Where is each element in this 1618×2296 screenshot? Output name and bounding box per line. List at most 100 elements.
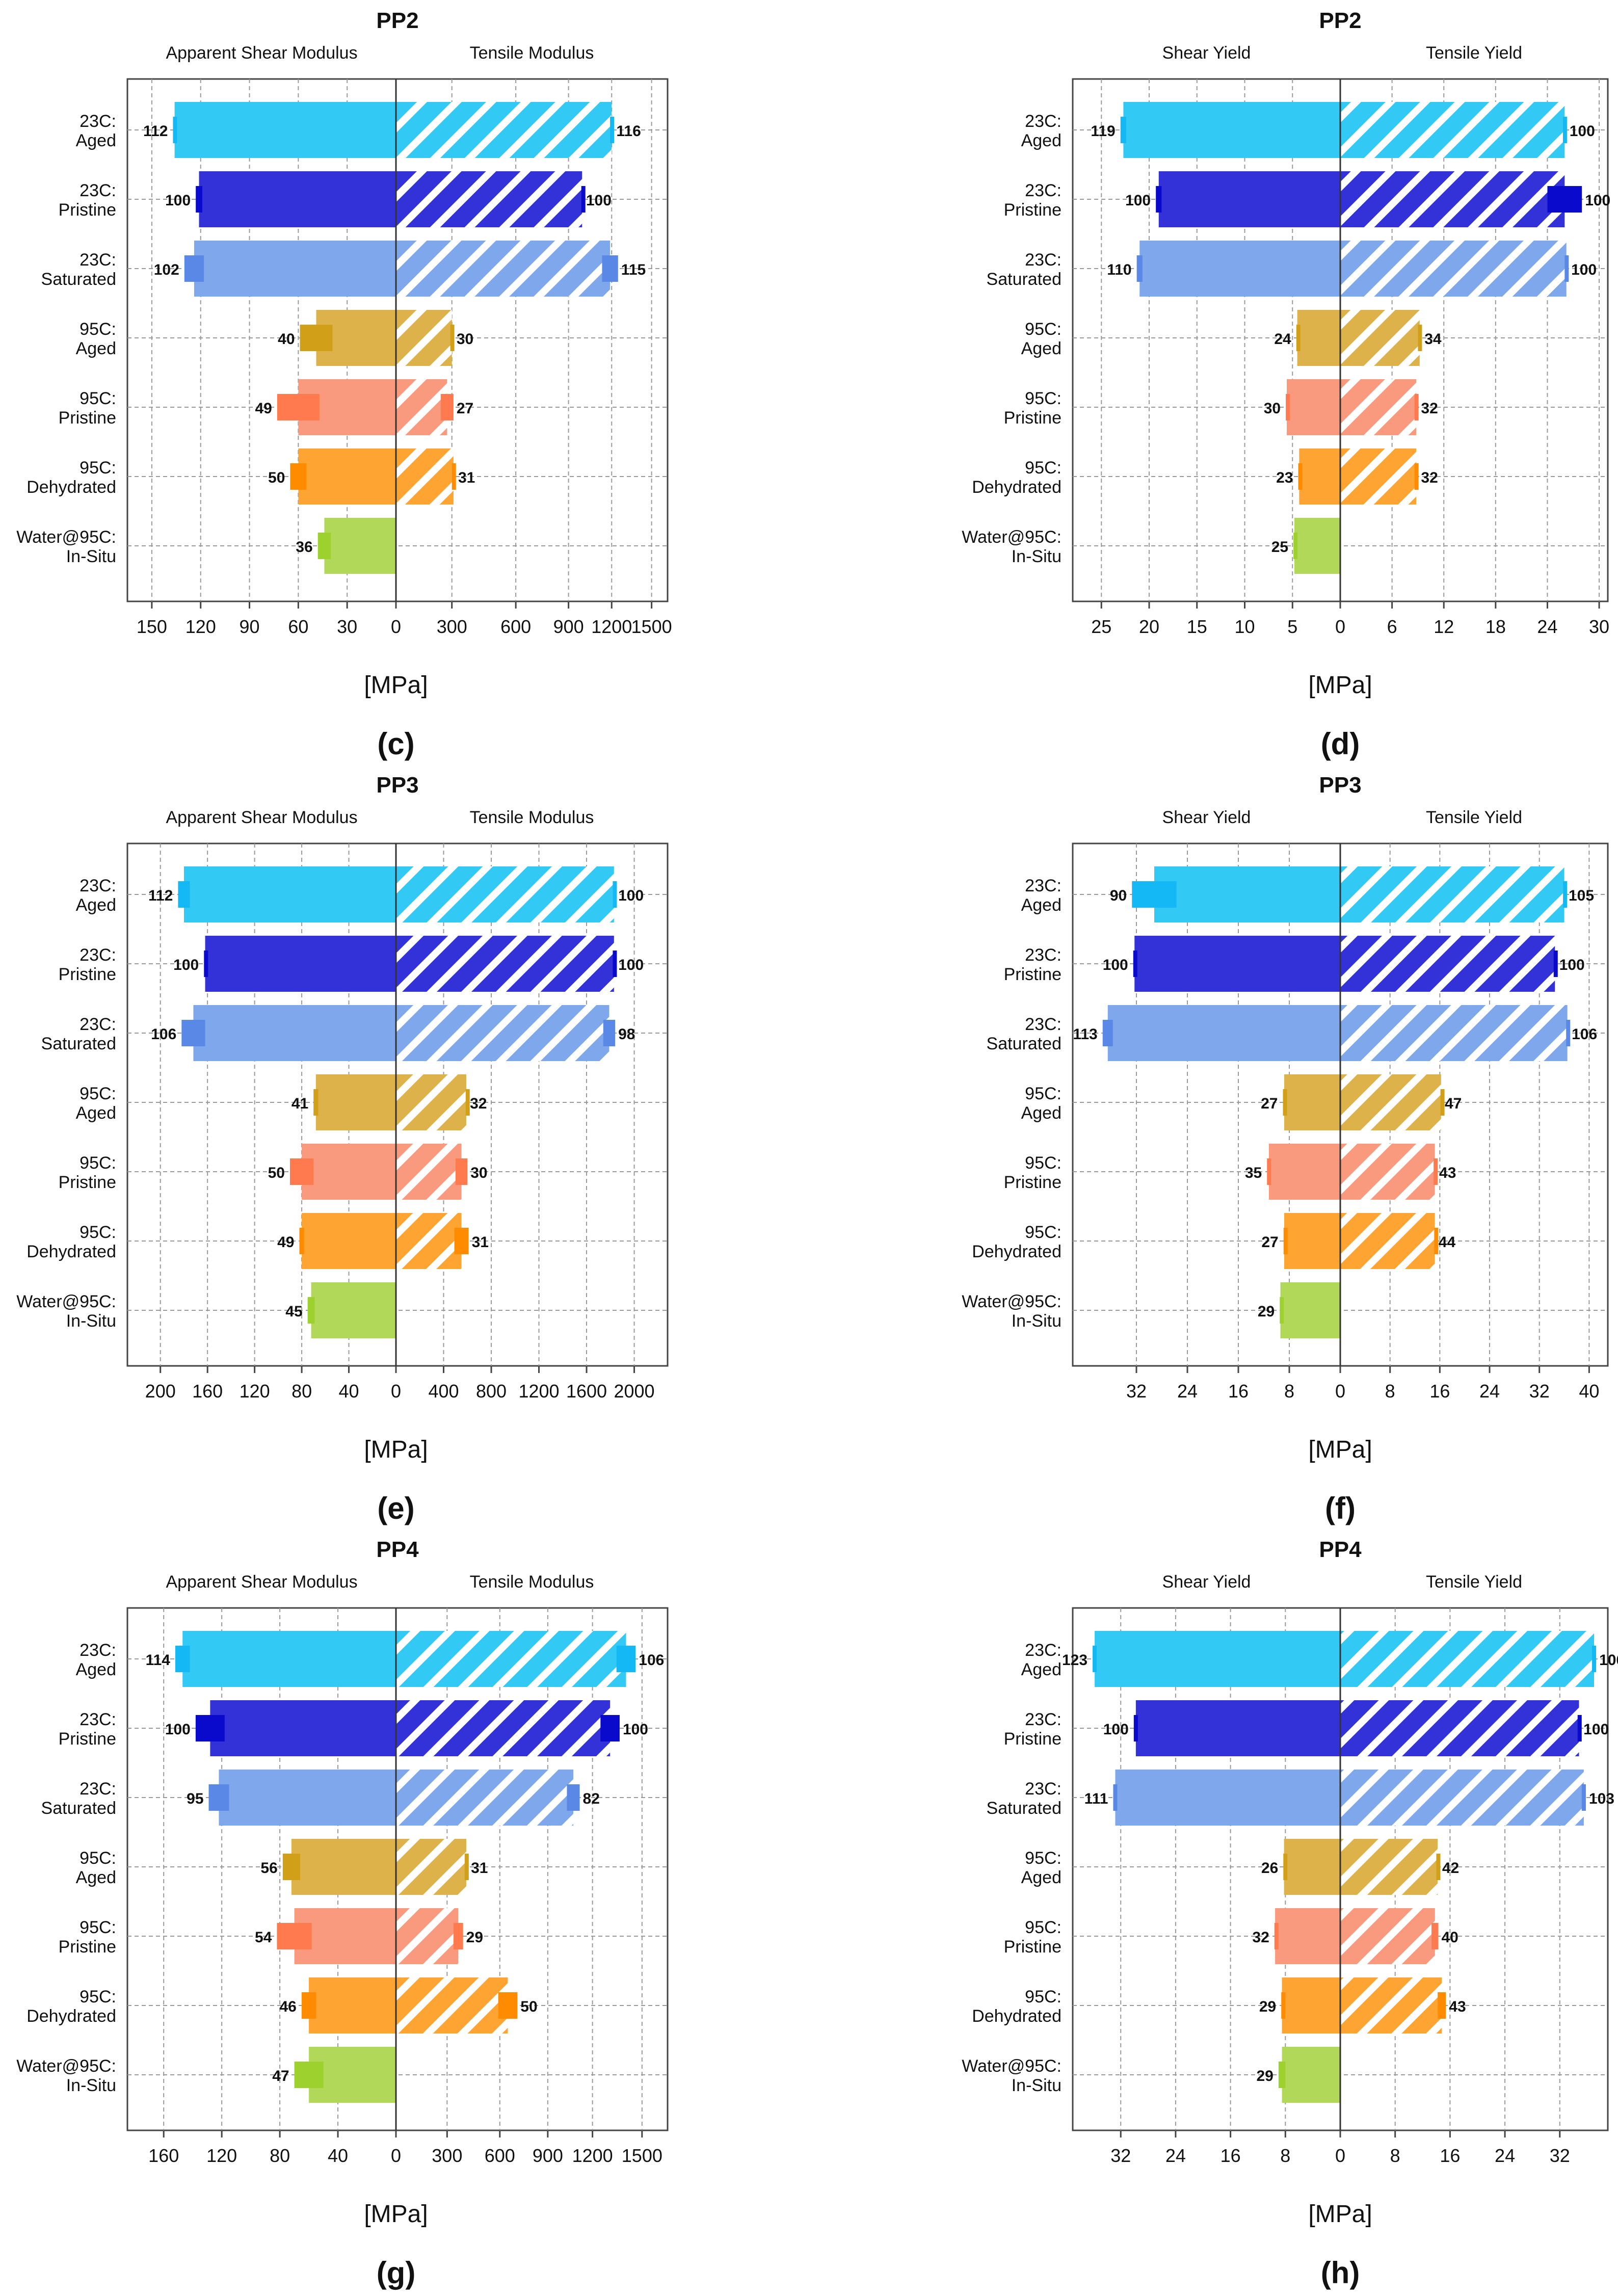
bar-left-95c-dehydrated xyxy=(309,1977,396,2034)
left-series-label: Shear Yield xyxy=(1162,808,1251,827)
category-label: 23C: xyxy=(79,1015,116,1034)
bar-left-23c-aged xyxy=(1123,102,1340,158)
error-bar xyxy=(453,1923,463,1949)
bar-right-95c-pristine xyxy=(396,1144,462,1200)
bar-left-23c-saturated xyxy=(1115,1770,1340,1826)
category-label: 95C: xyxy=(1025,458,1062,478)
bar-right-95c-pristine xyxy=(1340,1144,1435,1200)
x-tick-label: 8 xyxy=(1385,1381,1395,1402)
x-tick-label: 1500 xyxy=(631,616,672,637)
data-label: 105 xyxy=(1569,887,1594,904)
data-label: 46 xyxy=(279,1998,296,2015)
left-series-label: Apparent Shear Modulus xyxy=(166,808,357,827)
bar-left-23c-saturated xyxy=(193,1005,396,1061)
error-bar xyxy=(1136,255,1143,282)
x-tick-label: 0 xyxy=(1335,616,1345,637)
x-tick-label: 24 xyxy=(1537,616,1557,637)
bar-right-95c-aged xyxy=(396,1839,466,1895)
bar-right-95c-dehydrated xyxy=(1340,448,1417,505)
panel-d: PP2 Shear Yield Tensile Yield 25 20 15 10 5 0 6 12… xyxy=(962,8,1610,761)
bar-left-95c-dehydrated xyxy=(1282,1977,1340,2034)
error-bar xyxy=(1553,951,1558,977)
data-label: 111 xyxy=(1084,1790,1108,1807)
data-label: 35 xyxy=(1245,1165,1262,1181)
right-series-label: Tensile Modulus xyxy=(470,1572,594,1592)
error-bar xyxy=(1113,1784,1118,1811)
category-label: Aged xyxy=(76,339,116,358)
data-label: 26 xyxy=(1261,1860,1278,1877)
x-tick-label: 20 xyxy=(1139,616,1159,637)
panel-letter: (d) xyxy=(1321,727,1360,761)
x-tick-label: 40 xyxy=(328,2145,348,2166)
chart-title: PP4 xyxy=(376,1537,419,1562)
bar-left-23c-aged xyxy=(1095,1631,1340,1687)
bar-right-23c-saturated xyxy=(396,1005,609,1061)
x-tick-label: 6 xyxy=(1387,616,1397,637)
error-bar xyxy=(1418,325,1422,351)
category-label: 23C: xyxy=(1025,250,1062,270)
category-label: Saturated xyxy=(41,1034,116,1053)
error-bar xyxy=(1434,1228,1439,1254)
error-bar xyxy=(616,1646,636,1672)
error-bar xyxy=(277,1923,312,1949)
data-label: 50 xyxy=(520,1998,537,2015)
error-bar xyxy=(1438,1992,1446,2019)
x-tick-label: 10 xyxy=(1234,616,1255,637)
bar-left-95c-dehydrated xyxy=(1284,1213,1340,1269)
error-bar xyxy=(567,1784,580,1811)
data-label: 112 xyxy=(148,887,173,904)
panel-f: PP3 Shear Yield Tensile Yield 32 24 16 8 0 8 16 24… xyxy=(962,773,1609,1525)
category-label: Pristine xyxy=(1004,1937,1062,1957)
x-tick-label: 120 xyxy=(206,2145,237,2166)
category-label: 23C: xyxy=(79,250,116,270)
data-label: 34 xyxy=(1424,331,1442,348)
data-label: 41 xyxy=(291,1095,308,1112)
bar-right-95c-aged xyxy=(1340,310,1420,366)
category-label: In-Situ xyxy=(66,2076,116,2095)
error-bar xyxy=(1133,951,1137,977)
category-label: Dehydrated xyxy=(972,2007,1062,2026)
data-label: 49 xyxy=(277,1234,294,1251)
bar-left-23c-saturated xyxy=(1107,1005,1340,1061)
data-label: 49 xyxy=(255,400,272,417)
error-bar xyxy=(1274,1923,1279,1949)
data-label: 30 xyxy=(1264,400,1281,417)
error-bar xyxy=(1278,2062,1286,2088)
error-bar xyxy=(317,533,331,559)
panel-letter: (g) xyxy=(377,2256,416,2290)
panel-g: PP4 Apparent Shear Modulus Tensile Modulus… xyxy=(16,1537,669,2290)
x-axis-unit: [MPa] xyxy=(364,672,428,699)
x-tick-label: 18 xyxy=(1486,616,1506,637)
x-tick-label: 0 xyxy=(1335,2145,1345,2166)
data-label: 100 xyxy=(618,887,644,904)
error-bar xyxy=(307,1297,315,1324)
category-label: 95C: xyxy=(1025,320,1062,339)
error-bar xyxy=(1436,1854,1441,1880)
data-label: 27 xyxy=(1261,1095,1278,1112)
category-label: 95C: xyxy=(1025,1918,1062,1937)
x-tick-label: 600 xyxy=(500,616,531,637)
bar-right-95c-pristine xyxy=(1340,1908,1435,1964)
x-tick-label: 900 xyxy=(533,2145,563,2166)
category-label: 23C: xyxy=(1025,1710,1062,1729)
data-label: 40 xyxy=(1442,1929,1458,1946)
error-bar xyxy=(1564,255,1569,282)
error-bar xyxy=(290,463,307,490)
x-tick-label: 2000 xyxy=(614,1381,654,1402)
bar-left-23c-pristine xyxy=(199,171,396,227)
bar-right-95c-aged xyxy=(1340,1839,1438,1895)
error-bar xyxy=(1293,533,1298,559)
data-label: 43 xyxy=(1439,1165,1456,1181)
data-label: 90 xyxy=(1110,887,1127,904)
category-label: In-Situ xyxy=(66,547,116,566)
data-label: 25 xyxy=(1271,539,1288,556)
error-bar xyxy=(600,1715,620,1741)
error-bar xyxy=(1414,463,1419,490)
category-label: Saturated xyxy=(41,270,116,289)
category-label: 23C: xyxy=(79,1710,116,1729)
x-tick-label: 40 xyxy=(339,1381,359,1402)
chart-title: PP4 xyxy=(1319,1537,1362,1562)
error-bar xyxy=(1156,186,1162,213)
category-label: Pristine xyxy=(1004,200,1062,220)
x-tick-label: 120 xyxy=(240,1381,270,1402)
